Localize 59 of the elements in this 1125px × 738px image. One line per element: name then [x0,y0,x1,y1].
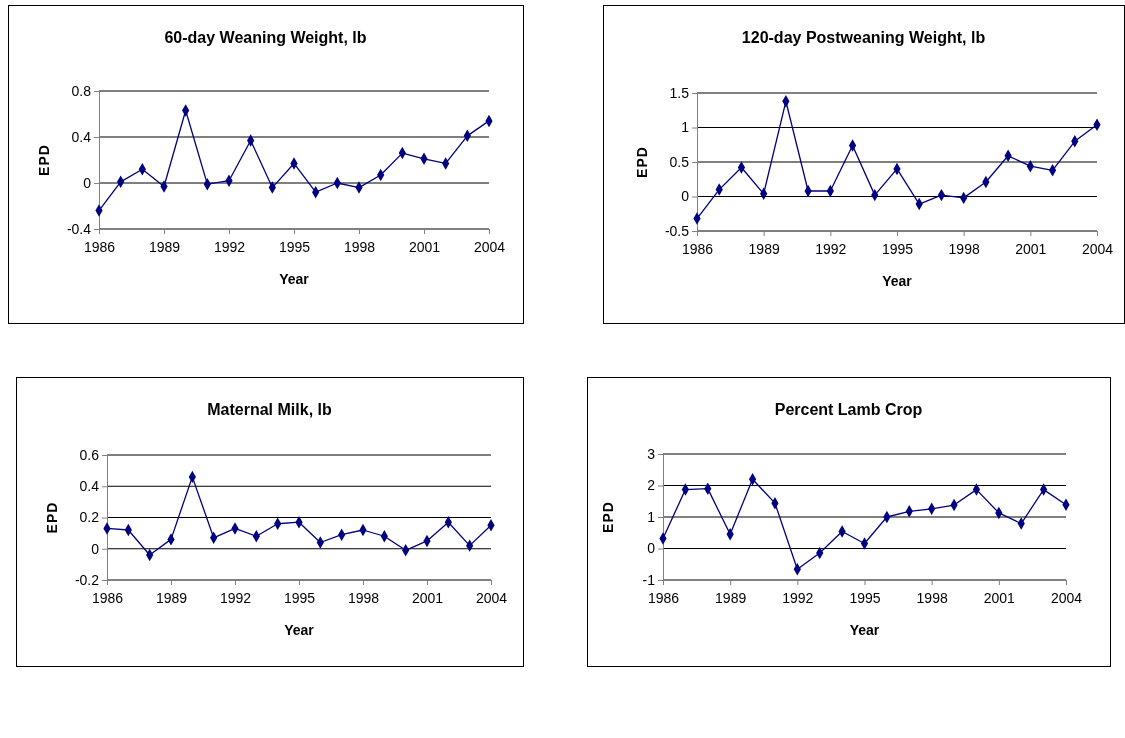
y-tick-label: -0.2 [74,571,100,588]
x-tick-label: 1986 [681,241,714,258]
y-tick-label: 1 [681,119,690,136]
y-tick-label: 0.6 [79,446,100,463]
x-tick-label: 1998 [948,241,980,258]
x-tick-label: 2001 [411,590,444,607]
chart-title: 60-day Weaning Weight, lb [164,29,367,46]
y-axis-title: EPD [36,144,52,176]
y-tick-label: 1 [647,508,656,525]
y-tick-label: 0.2 [79,509,100,526]
x-tick-label: 1986 [647,590,680,607]
x-tick-label: 2001 [408,239,441,256]
y-tick-label: 3 [647,445,656,462]
y-tick-label: 0 [83,174,92,191]
chart-title: 120-day Postweaning Weight, lb [741,29,986,46]
x-tick-label: 2001 [1015,241,1047,258]
x-axis-title: Year [284,622,315,638]
x-tick-label: 1998 [347,590,380,607]
y-tick-label: 1.5 [669,84,690,101]
x-tick-label: 1992 [815,241,847,258]
y-axis-title: EPD [634,146,650,178]
x-tick-label: 1992 [219,590,252,607]
y-axis-title: EPD [600,501,616,533]
y-tick-label: 0 [681,188,690,205]
x-tick-label: 2004 [473,239,506,256]
chart-title: Percent Lamb Crop [774,401,923,418]
x-tick-label: 1998 [343,239,376,256]
chart-title: Maternal Milk, lb [207,401,332,418]
x-tick-label: 2001 [983,590,1016,607]
x-axis-title: Year [882,273,913,289]
x-tick-label: 2004 [1081,241,1114,258]
x-tick-label: 1989 [148,239,181,256]
x-tick-label: 1992 [213,239,246,256]
y-tick-label: 2 [647,477,656,494]
y-tick-label: 0.8 [71,82,92,99]
y-tick-label: 0 [91,540,100,557]
x-tick-label: 1986 [91,590,124,607]
x-tick-label: 1989 [155,590,188,607]
x-axis-title: Year [279,271,310,287]
x-tick-label: 1986 [83,239,116,256]
y-tick-label: 0.4 [71,128,92,145]
x-tick-label: 1995 [283,590,316,607]
x-tick-label: 1989 [715,590,747,607]
y-tick-label: -0.4 [66,220,92,237]
x-tick-label: 1992 [782,590,814,607]
x-axis-title: Year [849,622,880,638]
y-tick-label: 0.5 [669,153,690,170]
x-tick-label: 1995 [278,239,311,256]
x-tick-label: 1989 [748,241,780,258]
x-tick-label: 1998 [916,590,948,607]
y-axis-title: EPD [44,501,60,534]
y-tick-label: 0 [647,540,656,557]
x-tick-label: 1995 [849,590,881,607]
x-tick-label: 1995 [881,241,914,258]
y-tick-label: -0.5 [664,222,690,239]
x-tick-label: 2004 [475,590,508,607]
y-tick-label: -1 [642,571,656,588]
x-tick-label: 2004 [1050,590,1083,607]
y-tick-label: 0.4 [79,478,100,495]
